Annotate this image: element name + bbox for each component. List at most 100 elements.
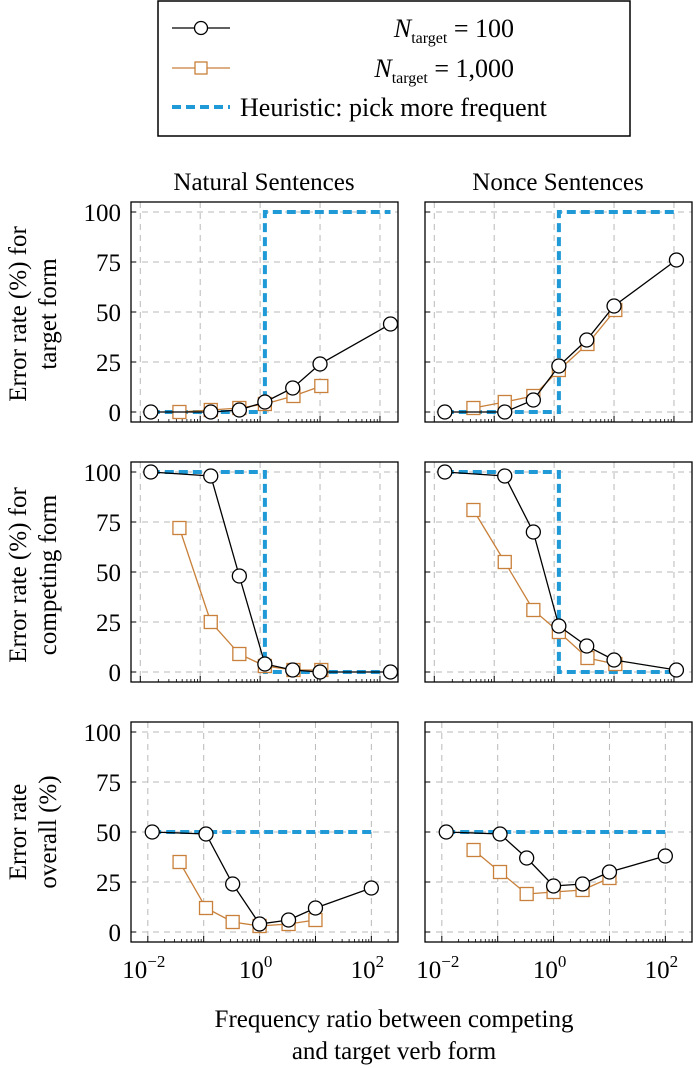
x-axis-label-2: and target verb form [292, 1038, 497, 1065]
point-n1000 [314, 378, 329, 394]
x-tick-label: 100 [533, 952, 567, 984]
y-tick-label: 0 [109, 660, 122, 687]
y-tick-label: 50 [96, 820, 121, 847]
y-tick-label: 0 [109, 920, 122, 947]
point-n100 [551, 618, 567, 634]
point-n100 [225, 876, 241, 892]
point-n1000 [466, 502, 481, 518]
series-line-n100 [446, 831, 666, 887]
point-n100 [525, 392, 541, 408]
y-tick-label: 25 [96, 870, 121, 897]
point-n100 [438, 824, 454, 840]
point-n100 [203, 404, 219, 420]
point-n100 [231, 402, 247, 418]
row-label-competing: Error rate (%) for [5, 487, 32, 663]
panel-frame [130, 721, 399, 943]
row-label-overall: Error rate [5, 784, 32, 880]
panel-frame [424, 721, 693, 943]
point-n100 [601, 864, 618, 880]
point-n100 [203, 468, 219, 484]
panel-competing-nonce [424, 461, 693, 683]
column-title-nonce: Nonce Sentences [472, 169, 643, 196]
legend-label-n100: Ntarget = 100 [393, 14, 514, 47]
row-label-target-2: target form [35, 258, 62, 370]
point-n1000 [232, 646, 247, 662]
point-n100 [519, 850, 535, 866]
panel-overall-nonce: 10−2 100 102 [416, 721, 693, 984]
x-tick-label: 10−2 [416, 952, 459, 984]
y-tick-label: 50 [96, 560, 121, 587]
point-n100 [312, 356, 328, 372]
y-tick-label: 100 [84, 720, 122, 747]
point-n100 [579, 638, 595, 654]
panel-frame [424, 201, 693, 423]
y-tick-label: 25 [96, 610, 121, 637]
point-n100 [285, 662, 301, 678]
point-n100 [251, 916, 268, 932]
point-n100 [579, 332, 595, 348]
point-n1000 [519, 886, 534, 902]
point-n100 [437, 464, 453, 480]
y-tick-label: 75 [96, 250, 121, 277]
series-line-heuristic [444, 470, 677, 674]
point-n100 [668, 662, 685, 678]
point-n100 [143, 464, 159, 480]
point-n100 [285, 380, 301, 396]
point-n100 [144, 824, 160, 840]
column-title-natural: Natural Sentences [173, 169, 354, 196]
point-n1000 [492, 864, 508, 880]
x-tick-label: 102 [351, 952, 385, 984]
panel-target-nonce [424, 201, 693, 423]
row-label-overall-2: overall (%) [35, 775, 62, 888]
point-n100 [606, 652, 622, 668]
panel-overall-natural: 0 25 50 75 100 10−2 100 102 [84, 720, 399, 984]
point-n1000 [203, 614, 218, 630]
panel-frame [424, 461, 693, 683]
panel-target-natural: 0 25 50 75 100 [84, 200, 399, 427]
y-tick-label: 25 [96, 350, 121, 377]
point-n1000 [198, 900, 214, 916]
point-n1000 [466, 400, 481, 416]
point-n100 [382, 316, 399, 332]
point-n100 [307, 900, 324, 916]
point-n100 [657, 848, 673, 864]
point-n100 [312, 664, 328, 680]
point-n100 [492, 826, 508, 842]
legend: Ntarget = 100 Ntarget = 1,000 Heuristic:… [157, 0, 631, 137]
point-n1000 [497, 554, 512, 570]
point-n100 [363, 880, 379, 896]
legend-marker-n1000 [194, 61, 208, 75]
panel-frame [130, 461, 399, 683]
y-tick-label: 100 [84, 460, 122, 487]
y-tick-label: 75 [96, 510, 121, 537]
row-label-target: Error rate (%) for [5, 226, 32, 402]
point-n100 [545, 878, 562, 894]
point-n1000 [172, 520, 187, 536]
point-n1000 [225, 914, 240, 930]
point-n100 [668, 252, 685, 268]
point-n100 [497, 404, 513, 420]
point-n100 [198, 826, 214, 842]
point-n100 [231, 568, 247, 584]
point-n1000 [172, 854, 187, 870]
point-n100 [437, 404, 453, 420]
series-line-heuristic [444, 210, 677, 414]
point-n100 [257, 394, 273, 410]
legend-marker-n100 [193, 20, 209, 36]
point-n100 [606, 298, 622, 314]
point-n100 [280, 912, 297, 928]
legend-label-n1000: Ntarget = 1,000 [373, 54, 514, 87]
point-n1000 [526, 602, 541, 618]
point-n100 [574, 876, 591, 892]
x-tick-label: 102 [645, 952, 679, 984]
legend-box [157, 0, 631, 137]
panel-competing-natural: 0 25 50 75 100 [84, 460, 399, 687]
y-tick-label: 75 [96, 770, 121, 797]
legend-label-heuristic: Heuristic: pick more frequent [240, 93, 548, 122]
x-axis-label: Frequency ratio between competing [215, 1006, 574, 1033]
point-n100 [382, 664, 399, 680]
point-n100 [497, 468, 513, 484]
x-tick-label: 100 [239, 952, 273, 984]
panels: 0 25 50 75 100 0 25 50 75 100 0 25 50 75 100 10−2 100 102… [84, 200, 693, 984]
